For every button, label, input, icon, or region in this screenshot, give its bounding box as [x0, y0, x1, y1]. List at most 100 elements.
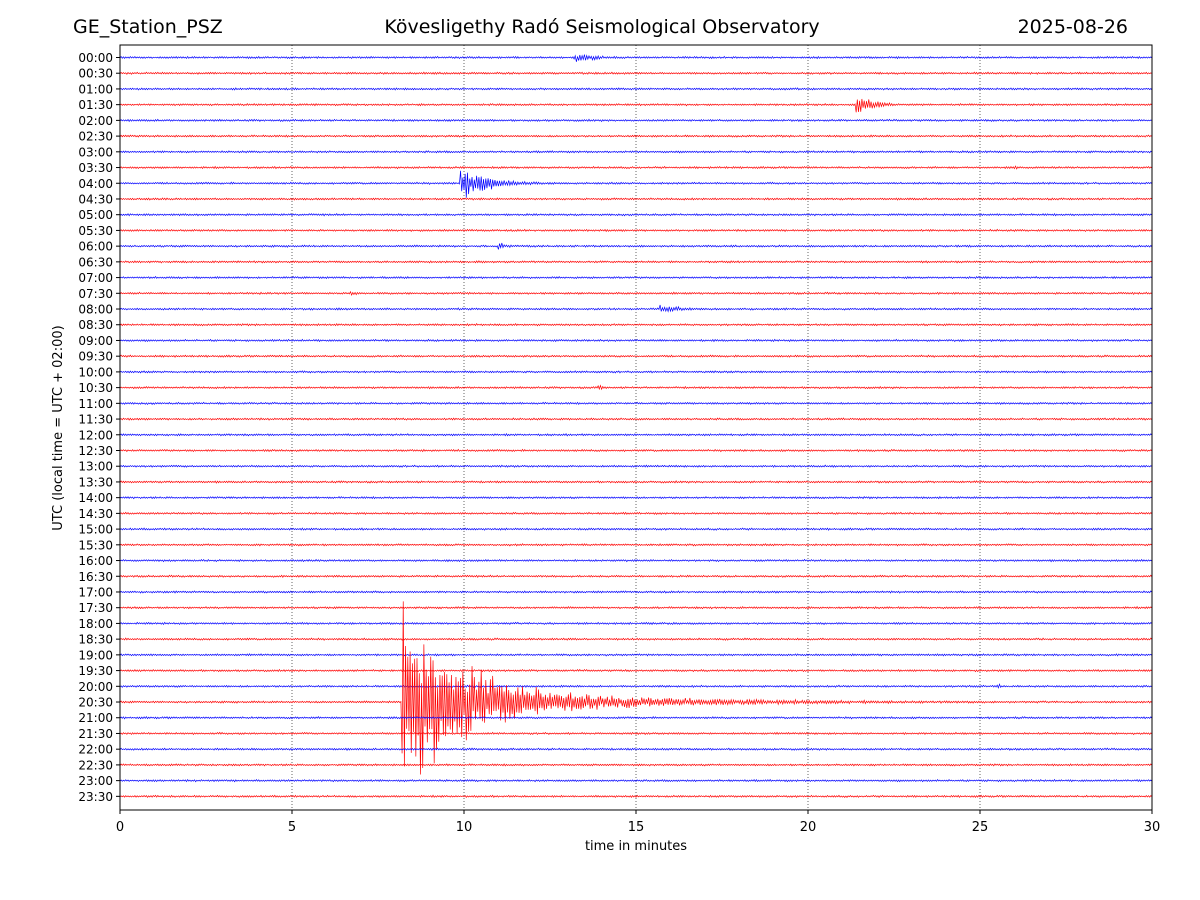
trace-row-1200: [120, 432, 1152, 437]
y-tick-label: 16:30: [78, 570, 113, 584]
trace-row-0930: [120, 354, 1152, 358]
trace-row-1400: [120, 495, 1152, 500]
y-tick-label: 07:30: [78, 287, 113, 301]
y-tick-label: 06:30: [78, 255, 113, 269]
trace-row-0830: [120, 323, 1152, 327]
y-tick-label: 09:00: [78, 334, 113, 348]
y-tick-label: 13:30: [78, 475, 113, 489]
y-tick-label: 04:00: [78, 177, 113, 191]
trace-row-0630: [120, 260, 1152, 264]
y-tick-label: 20:00: [78, 680, 113, 694]
y-tick-label: 13:00: [78, 460, 113, 474]
x-tick-labels: 0 5 10 15 20 25 30: [116, 810, 1160, 835]
trace-row-0000: [120, 54, 1152, 62]
trace-row-1700: [120, 590, 1152, 594]
y-tick-label: 00:00: [78, 51, 113, 65]
trace-row-2230: [120, 763, 1152, 767]
y-tick-label: 15:30: [78, 538, 113, 552]
y-tick-label: 08:00: [78, 303, 113, 317]
y-tick-label: 12:30: [78, 444, 113, 458]
trace-row-1800: [120, 621, 1152, 626]
trace-row-2030: [120, 601, 1152, 775]
y-tick-label: 23:00: [78, 774, 113, 788]
trace-row-0900: [120, 338, 1152, 343]
y-tick-label: 09:30: [78, 350, 113, 364]
y-tick-label: 05:30: [78, 224, 113, 238]
y-axis-label: UTC (local time = UTC + 02:00): [51, 325, 66, 530]
trace-row-1330: [120, 480, 1152, 484]
y-tick-label: 07:00: [78, 271, 113, 285]
y-tick-label: 23:30: [78, 790, 113, 804]
y-tick-label: 20:30: [78, 696, 113, 710]
trace-row-2330: [120, 794, 1152, 799]
plot-date: 2025-08-26: [1017, 16, 1128, 38]
trace-row-2100: [120, 716, 1152, 720]
y-tick-label: 04:30: [78, 192, 113, 206]
x-tick-label: 30: [1144, 820, 1161, 835]
trace-row-1500: [120, 527, 1152, 531]
trace-row-0400: [120, 170, 1152, 198]
y-tick-label: 22:30: [78, 758, 113, 772]
observatory-title: Kövesligethy Radó Seismological Observat…: [384, 16, 820, 38]
y-tick-label: 22:00: [78, 743, 113, 757]
y-tick-label: 19:00: [78, 648, 113, 662]
y-tick-label: 05:00: [78, 208, 113, 222]
y-tick-label: 10:00: [78, 365, 113, 379]
trace-row-1030: [120, 384, 1152, 391]
y-tick-label: 01:30: [78, 98, 113, 112]
x-tick-label: 20: [800, 820, 817, 835]
y-tick-label: 06:00: [78, 240, 113, 254]
trace-row-1730: [120, 605, 1152, 610]
station-name: GE_Station_PSZ: [73, 16, 223, 38]
y-tick-label: 14:30: [78, 507, 113, 521]
trace-row-0100: [120, 87, 1152, 91]
trace-row-1430: [120, 511, 1152, 516]
trace-row-0800: [120, 304, 1152, 313]
y-tick-label: 03:30: [78, 161, 113, 175]
trace-row-0030: [120, 71, 1152, 75]
y-tick-label: 12:00: [78, 428, 113, 442]
vertical-gridlines: [291, 45, 981, 810]
y-tick-label: 14:00: [78, 491, 113, 505]
trace-row-1100: [120, 401, 1152, 406]
trace-row-0430: [120, 197, 1152, 201]
trace-row-0300: [120, 150, 1152, 154]
y-tick-label: 16:00: [78, 554, 113, 568]
y-tick-label: 17:30: [78, 601, 113, 615]
y-tick-label: 01:00: [78, 82, 113, 96]
y-tick-label: 08:30: [78, 318, 113, 332]
trace-row-1930: [120, 668, 1152, 673]
y-tick-label: 02:00: [78, 114, 113, 128]
trace-row-1830: [120, 637, 1152, 641]
trace-row-1000: [120, 370, 1152, 374]
y-tick-label: 11:30: [78, 413, 113, 427]
x-tick-label: 15: [628, 820, 645, 835]
y-tick-label: 21:00: [78, 711, 113, 725]
trace-row-2200: [120, 747, 1152, 751]
y-tick-label: 00:30: [78, 67, 113, 81]
trace-row-0700: [120, 275, 1152, 280]
y-tick-label: 11:00: [78, 397, 113, 411]
trace-row-1630: [120, 574, 1152, 579]
y-tick-label: 02:30: [78, 130, 113, 144]
trace-row-0330: [120, 165, 1152, 170]
y-tick-label: 15:00: [78, 523, 113, 537]
y-tick-label: 17:00: [78, 585, 113, 599]
trace-row-0200: [120, 118, 1152, 123]
trace-row-2130: [120, 731, 1152, 736]
trace-row-0130: [120, 98, 1152, 113]
trace-row-0530: [120, 228, 1152, 233]
y-tick-label: 10:30: [78, 381, 113, 395]
trace-row-2000: [120, 683, 1152, 689]
y-tick-label: 21:30: [78, 727, 113, 741]
trace-row-1130: [120, 417, 1152, 421]
trace-row-0500: [120, 212, 1152, 217]
x-tick-label: 25: [972, 820, 989, 835]
trace-row-0600: [120, 242, 1152, 250]
trace-row-2300: [120, 778, 1152, 783]
trace-row-1900: [120, 653, 1152, 657]
trace-row-1530: [120, 543, 1152, 547]
seismogram-traces: [120, 54, 1152, 799]
